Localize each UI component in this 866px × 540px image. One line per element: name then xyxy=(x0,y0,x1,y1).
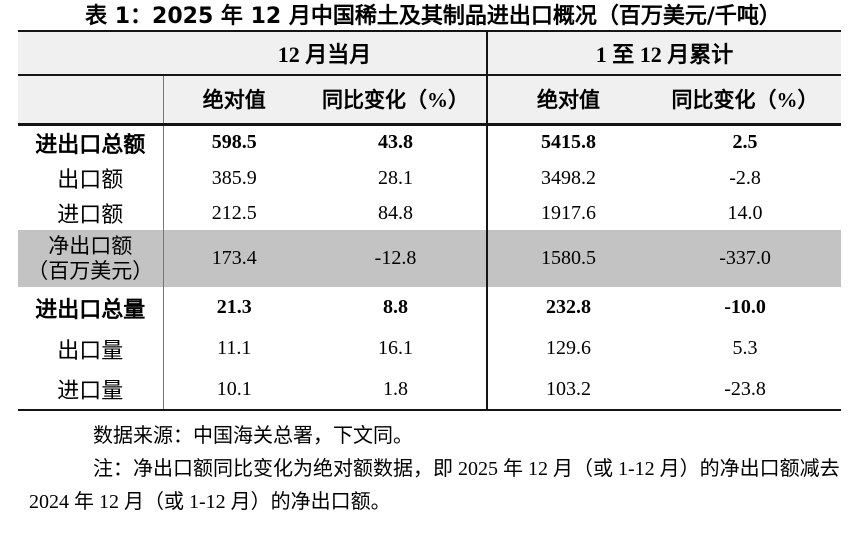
row-label-line2: （百万美元） xyxy=(27,258,154,283)
footnote: 注：净出口额同比变化为绝对额数据，即 2025 年 12 月（或 1-12 月）… xyxy=(29,458,840,513)
row-label: 进口量 xyxy=(18,369,164,410)
rare-earth-trade-table: 12 月当月 1 至 12 月累计 绝对值 同比变化（%） 绝对值 同比变化（%… xyxy=(18,30,842,411)
cell-value: 14.0 xyxy=(727,201,763,224)
cell-value: -23.8 xyxy=(724,377,766,400)
table-row-export-volume: 出口量 11.1 16.1 129.6 5.3 xyxy=(18,328,841,369)
cell-value: 1.8 xyxy=(383,377,408,400)
cell-value: 1917.6 xyxy=(486,196,650,230)
header-group-row: 12 月当月 1 至 12 月累计 xyxy=(18,31,842,76)
cell-value: 1580.5 xyxy=(486,230,650,287)
subheader-yoy-current: 同比变化（%） xyxy=(305,75,488,126)
cell-value: -337.0 xyxy=(649,230,842,287)
table-row-total-value: 进出口总额 598.5 43.8 5415.8 2.5 xyxy=(18,124,841,160)
table-row-total-volume: 进出口总量 21.3 8.8 232.8 -10.0 xyxy=(18,287,841,328)
table-row-net-export-value: 净出口额 （百万美元） 173.4 -12.8 1580.5 -337.0 xyxy=(18,230,842,287)
col-group-current-month: 12 月当月 xyxy=(163,31,488,76)
table-row-import-volume: 进口量 10.1 1.8 103.2 -23.8 xyxy=(18,369,841,410)
cell-value: 8.8 xyxy=(383,296,408,318)
cell-value: 385.9 xyxy=(211,166,257,189)
cell-value: -2.8 xyxy=(729,166,761,189)
cell-value: 129.6 xyxy=(486,328,650,369)
cell-value: -12.8 xyxy=(305,230,488,287)
table-notes: 数据来源：中国海关总署，下文同。 注：净出口额同比变化为绝对额数据，即 2025… xyxy=(29,420,840,519)
subheader-yoy-cumulative: 同比变化（%） xyxy=(649,75,842,126)
cell-value: 598.5 xyxy=(211,131,257,154)
table-row-export-value: 出口额 385.9 28.1 3498.2 -2.8 xyxy=(18,160,841,196)
row-label: 进出口总量 xyxy=(18,287,164,328)
cell-value: 3498.2 xyxy=(486,160,650,196)
page-title: 表 1：2025 年 12 月中国稀土及其制品进出口概况（百万美元/千吨） xyxy=(85,4,781,29)
cell-value: 232.8 xyxy=(486,287,650,328)
cell-value: 84.8 xyxy=(378,201,413,224)
row-label-line1: 净出口额 xyxy=(48,233,133,258)
header-sub-row: 绝对值 同比变化（%） 绝对值 同比变化（%） xyxy=(18,75,842,126)
cell-value: 173.4 xyxy=(163,230,305,287)
cell-value: 43.8 xyxy=(378,131,413,154)
subheader-absolute-current: 绝对值 xyxy=(163,75,305,126)
subheader-absolute-cumulative: 绝对值 xyxy=(486,75,650,126)
cell-value: 5415.8 xyxy=(486,124,650,160)
cell-value: 21.3 xyxy=(216,296,252,318)
table-row-import-value: 进口额 212.5 84.8 1917.6 14.0 xyxy=(18,196,841,230)
cell-value: 103.2 xyxy=(486,369,650,410)
cell-value: -10.0 xyxy=(724,296,766,318)
cell-value: 212.5 xyxy=(211,201,257,224)
cell-value: 11.1 xyxy=(217,337,252,359)
cell-value: 16.1 xyxy=(378,337,413,359)
data-source-note: 数据来源：中国海关总署，下文同。 xyxy=(93,425,413,447)
cell-value: 5.3 xyxy=(732,337,758,359)
col-group-cumulative: 1 至 12 月累计 xyxy=(486,31,842,76)
cell-value: 2.5 xyxy=(732,131,758,154)
row-label: 出口量 xyxy=(18,328,164,369)
row-label: 出口额 xyxy=(18,160,164,196)
row-label: 净出口额 （百万美元） xyxy=(18,230,164,287)
cell-value: 10.1 xyxy=(216,377,252,400)
cell-value: 28.1 xyxy=(378,166,413,189)
row-label: 进出口总额 xyxy=(18,124,164,160)
row-label: 进口额 xyxy=(18,196,164,230)
header-corner-cell xyxy=(18,31,163,76)
header-corner-cell-2 xyxy=(18,75,164,126)
